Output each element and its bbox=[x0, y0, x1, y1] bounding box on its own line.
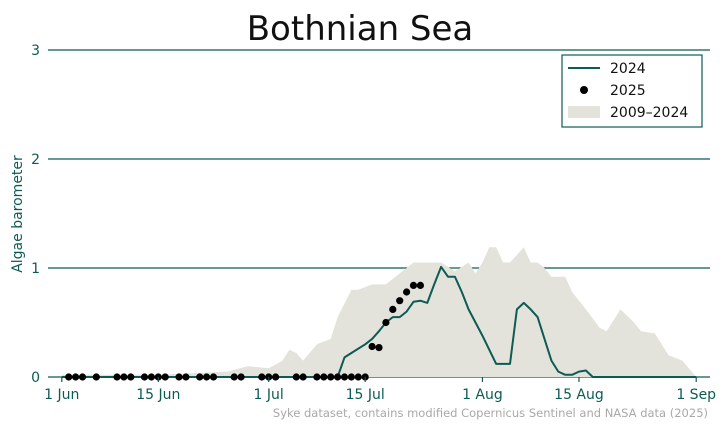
point-2025 bbox=[347, 373, 355, 381]
point-2025 bbox=[320, 373, 328, 381]
point-2025 bbox=[382, 318, 390, 327]
source-note: Syke dataset, contains modified Copernic… bbox=[273, 406, 708, 420]
point-2025 bbox=[147, 373, 155, 381]
point-2025 bbox=[340, 373, 349, 381]
legend-label-2025: 2025 bbox=[610, 83, 646, 99]
legend-label-2009-2024: 2009–2024 bbox=[610, 105, 688, 121]
point-2025 bbox=[140, 373, 149, 381]
legend-label-2024: 2024 bbox=[610, 61, 646, 77]
legend: 2024 2025 2009–2024 bbox=[561, 54, 703, 128]
point-2025 bbox=[230, 373, 238, 381]
y-axis-label: Algae barometer bbox=[10, 155, 26, 273]
legend-area-swatch-icon bbox=[568, 106, 600, 118]
point-2025 bbox=[120, 373, 128, 381]
y-axis: 0 1 2 3 bbox=[31, 43, 40, 386]
point-2025 bbox=[92, 373, 100, 381]
point-2025 bbox=[272, 373, 280, 381]
y-tick-label: 0 bbox=[31, 370, 40, 386]
point-2025 bbox=[416, 281, 424, 289]
point-2025 bbox=[334, 373, 342, 381]
point-2025 bbox=[78, 373, 87, 381]
area-2009-2024 bbox=[61, 247, 697, 377]
x-tick-label: 15 Jul bbox=[346, 387, 385, 403]
point-2025 bbox=[299, 373, 307, 381]
y-tick-label: 3 bbox=[31, 43, 40, 59]
x-tick-label: 15 Aug bbox=[554, 387, 604, 403]
x-tick-label: 15 Jun bbox=[136, 387, 180, 403]
point-2025 bbox=[65, 373, 73, 381]
point-2025 bbox=[127, 373, 135, 381]
point-2025 bbox=[327, 373, 335, 381]
x-axis: 1 Jun 15 Jun 1 Jul 15 Jul 1 Aug 15 Aug 1 Sep bbox=[44, 377, 716, 403]
point-2025 bbox=[409, 281, 418, 289]
point-2025 bbox=[396, 297, 404, 305]
x-tick-label: 1 Sep bbox=[676, 387, 716, 403]
legend-dot-2025-icon bbox=[580, 86, 588, 94]
x-tick-label: 1 Jul bbox=[254, 387, 284, 403]
point-2025 bbox=[113, 373, 121, 381]
point-2025 bbox=[209, 373, 218, 381]
point-2025 bbox=[292, 373, 300, 381]
point-2025 bbox=[196, 373, 204, 381]
series-2009-2024-area bbox=[61, 247, 697, 377]
point-2025 bbox=[313, 373, 321, 381]
x-tick-label: 1 Jun bbox=[44, 387, 79, 403]
point-2025 bbox=[258, 373, 266, 381]
y-tick-label: 2 bbox=[31, 152, 40, 168]
point-2025 bbox=[182, 373, 190, 381]
point-2025 bbox=[203, 373, 211, 381]
y-tick-label: 1 bbox=[31, 261, 40, 277]
x-tick-label: 1 Aug bbox=[462, 387, 503, 403]
line-2024 bbox=[61, 265, 697, 378]
point-2025 bbox=[175, 373, 183, 381]
point-2025 bbox=[161, 373, 169, 381]
point-2025 bbox=[403, 288, 411, 296]
point-2025 bbox=[368, 342, 376, 351]
point-2025 bbox=[354, 373, 362, 381]
series-2025-points bbox=[65, 281, 424, 381]
chart-title: Bothnian Sea bbox=[247, 9, 474, 49]
point-2025 bbox=[375, 344, 383, 352]
point-2025 bbox=[72, 373, 80, 381]
series-2024-line bbox=[61, 265, 697, 378]
point-2025 bbox=[389, 305, 397, 313]
point-2025 bbox=[237, 373, 245, 381]
